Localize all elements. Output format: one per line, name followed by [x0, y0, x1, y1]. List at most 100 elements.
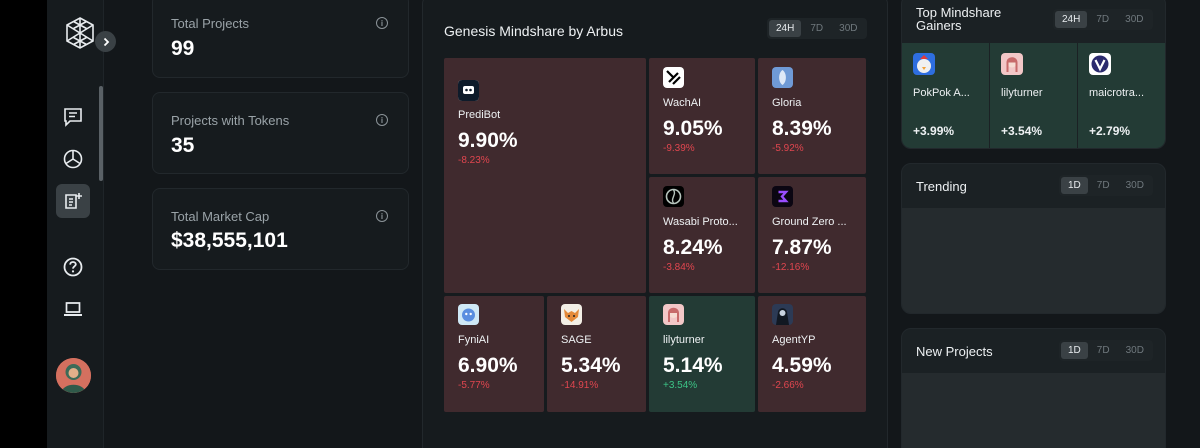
- panel-title: Genesis Mindshare by Arbus: [444, 23, 623, 39]
- stat-value: $38,555,101: [171, 229, 288, 252]
- sidebar-scrollbar[interactable]: [99, 86, 103, 181]
- gainer-card[interactable]: lilyturner +3.54%: [990, 43, 1077, 148]
- treemap-tile-sage[interactable]: SAGE 5.34% -14.91%: [547, 296, 646, 412]
- info-icon[interactable]: i: [376, 114, 388, 126]
- tile-change: +3.54%: [663, 380, 698, 391]
- tile-change: -12.16%: [772, 262, 810, 273]
- range-30d-button[interactable]: 30D: [1125, 14, 1144, 25]
- tile-percent: 9.90%: [458, 129, 518, 152]
- treemap-tile-fyniai[interactable]: FyniAI 6.90% -5.77%: [444, 296, 544, 412]
- add-note-icon: [65, 193, 82, 209]
- app-shell: Total Projects i 99 Projects with Tokens…: [47, 0, 1200, 448]
- stat-card-projects-with-tokens: Projects with Tokens i 35: [152, 92, 409, 174]
- tile-change: -3.84%: [663, 262, 695, 273]
- treemap-tile-agentyp[interactable]: AgentYP 4.59% -2.66%: [758, 296, 866, 412]
- gainer-card[interactable]: maicrotra... +2.79%: [1078, 43, 1165, 148]
- tile-name: FyniAI: [458, 334, 490, 346]
- sidebar: [47, 0, 116, 448]
- tile-name: AgentYP: [772, 334, 816, 346]
- range-24h-button[interactable]: 24H: [769, 20, 802, 37]
- tile-percent: 8.39%: [772, 117, 832, 140]
- range-1d-button[interactable]: 1D: [1061, 342, 1088, 359]
- info-icon[interactable]: i: [376, 17, 388, 29]
- tile-name: Gloria: [772, 97, 802, 109]
- stat-value: 35: [171, 134, 195, 157]
- title-line-2: Gainers: [916, 18, 962, 33]
- range-selector: 24H 7D 30D: [767, 18, 867, 39]
- trending-panel: Trending 1D 7D 30D: [901, 163, 1166, 314]
- ground-zero-icon: [772, 186, 793, 207]
- treemap-tile-gloria[interactable]: Gloria 8.39% -5.92%: [758, 58, 866, 174]
- wasabi-icon: [663, 186, 684, 207]
- gainers-list: PokPok A... +3.99% lilyturner +3.54% mai…: [902, 43, 1165, 148]
- tile-percent: 5.14%: [663, 354, 723, 377]
- sidebar-item-desktop[interactable]: [56, 292, 90, 326]
- gainer-change: +2.79%: [1089, 124, 1131, 138]
- trending-list: [902, 208, 1165, 313]
- title-line-1: Top Mindshare: [916, 5, 1002, 20]
- range-selector: 24H 7D 30D: [1053, 9, 1153, 30]
- treemap-tile-wachai[interactable]: WachAI 9.05% -9.39%: [649, 58, 755, 174]
- range-7d-button[interactable]: 7D: [1096, 14, 1110, 25]
- chat-icon: [64, 108, 82, 127]
- tile-percent: 5.34%: [561, 354, 621, 377]
- range-30d-button[interactable]: 30D: [1125, 180, 1144, 191]
- sidebar-item-chat[interactable]: [56, 100, 90, 134]
- tile-change: -2.66%: [772, 380, 804, 391]
- lilyturner-icon: [1001, 53, 1023, 75]
- range-30d-button[interactable]: 30D: [1125, 345, 1144, 356]
- mindshare-panel: Genesis Mindshare by Arbus 24H 7D 30D Pr…: [422, 0, 888, 448]
- laptop-icon: [64, 302, 82, 316]
- gainer-change: +3.99%: [913, 124, 955, 138]
- lilyturner-icon: [663, 304, 684, 325]
- range-7d-button[interactable]: 7D: [1096, 345, 1110, 356]
- treemap-tile-wasabi[interactable]: Wasabi Proto... 8.24% -3.84%: [649, 177, 755, 293]
- sidebar-item-help[interactable]: [56, 250, 90, 284]
- pie-chart-icon: [63, 149, 83, 169]
- tile-change: -8.23%: [458, 155, 490, 166]
- treemap-tile-predibot[interactable]: PrediBot 9.90% -8.23%: [444, 58, 646, 293]
- predibot-icon: [458, 80, 479, 101]
- range-7d-button[interactable]: 7D: [810, 23, 824, 34]
- gainer-change: +3.54%: [1001, 124, 1043, 138]
- tile-change: -5.77%: [458, 380, 490, 391]
- range-1d-button[interactable]: 1D: [1061, 177, 1088, 194]
- tile-name: PrediBot: [458, 109, 501, 121]
- tile-change: -14.91%: [561, 380, 599, 391]
- gainer-name: PokPok A...: [913, 87, 970, 99]
- tile-percent: 9.05%: [663, 117, 723, 140]
- sidebar-item-projects[interactable]: [56, 184, 90, 218]
- user-avatar[interactable]: [56, 358, 91, 393]
- gainer-card[interactable]: PokPok A... +3.99%: [902, 43, 989, 148]
- range-selector: 1D 7D 30D: [1059, 340, 1153, 361]
- gainer-name: lilyturner: [1001, 87, 1043, 99]
- tile-percent: 4.59%: [772, 354, 832, 377]
- tile-name: SAGE: [561, 334, 592, 346]
- expand-sidebar-button[interactable]: [95, 31, 116, 52]
- chevron-right-icon: [103, 37, 109, 46]
- pokpok-icon: [913, 53, 935, 75]
- stat-card-total-projects: Total Projects i 99: [152, 0, 409, 78]
- range-24h-button[interactable]: 24H: [1055, 11, 1088, 28]
- maicrotrader-icon: [1089, 53, 1111, 75]
- stat-label: Projects with Tokens: [171, 113, 290, 128]
- agentyp-icon: [772, 304, 793, 325]
- help-icon: [63, 257, 83, 277]
- stat-card-total-market-cap: Total Market Cap i $38,555,101: [152, 188, 409, 270]
- new-projects-panel: New Projects 1D 7D 30D: [901, 328, 1166, 448]
- fyniai-icon: [458, 304, 479, 325]
- new-projects-list: [902, 373, 1165, 448]
- gainer-name: maicrotra...: [1089, 87, 1145, 99]
- tile-change: -5.92%: [772, 143, 804, 154]
- tile-percent: 8.24%: [663, 236, 723, 259]
- info-icon[interactable]: i: [376, 210, 388, 222]
- treemap-tile-lilyturner[interactable]: lilyturner 5.14% +3.54%: [649, 296, 755, 412]
- sidebar-item-analytics[interactable]: [56, 142, 90, 176]
- cube-grid-logo[interactable]: [65, 16, 95, 50]
- range-30d-button[interactable]: 30D: [839, 23, 858, 34]
- stat-label: Total Projects: [171, 16, 250, 31]
- treemap-tile-ground-zero[interactable]: Ground Zero ... 7.87% -12.16%: [758, 177, 866, 293]
- range-7d-button[interactable]: 7D: [1096, 180, 1110, 191]
- panel-title: New Projects: [916, 344, 993, 359]
- range-selector: 1D 7D 30D: [1059, 175, 1153, 196]
